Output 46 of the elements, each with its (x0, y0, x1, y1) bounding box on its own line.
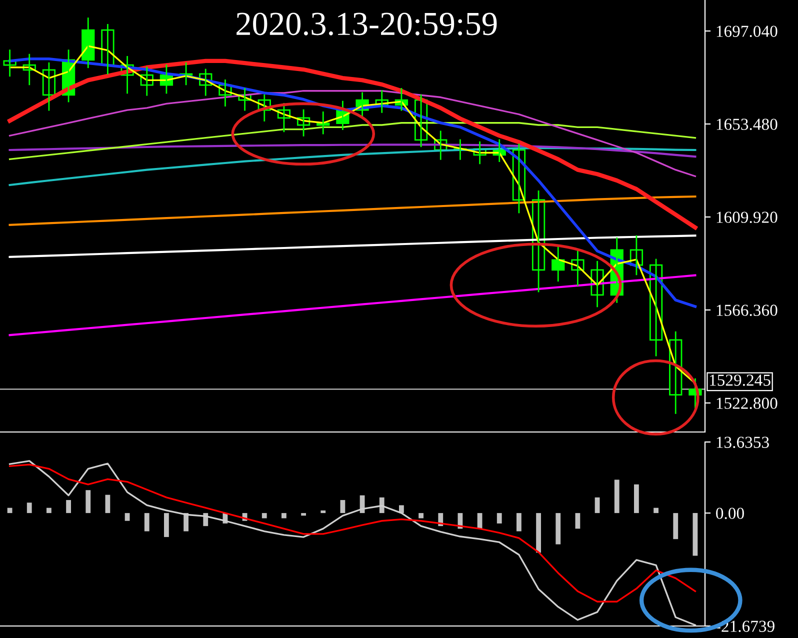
y-tick-label: 13.6353 (716, 436, 769, 448)
chart-title: 2020.3.13-20:59:59 (236, 12, 497, 36)
bar (301, 513, 306, 516)
bar (124, 513, 130, 521)
line-series (8, 195, 696, 226)
bar (262, 513, 267, 518)
line-series (8, 45, 696, 384)
bar (164, 513, 169, 538)
line-series (8, 58, 698, 230)
bar (399, 505, 404, 514)
y-tick-label: 1522.800 (716, 398, 778, 409)
bar (282, 513, 286, 518)
bar (614, 480, 620, 514)
ref-line-label: 1529.245 (710, 374, 770, 386)
y-tick-label: 1697.040 (716, 26, 778, 38)
bar (66, 500, 71, 514)
bar (46, 508, 52, 514)
bar (575, 513, 580, 529)
bar (144, 513, 150, 532)
line-series (8, 460, 696, 626)
line-series (8, 122, 696, 160)
bar (320, 510, 326, 514)
bar (654, 508, 658, 514)
y-tick-label: 0.00 (716, 508, 744, 520)
bar (26, 502, 32, 514)
line-series (8, 90, 696, 178)
y-tick-label: 1609.920 (716, 212, 778, 223)
bar (673, 513, 678, 540)
line-series (8, 274, 696, 336)
bar (496, 513, 502, 524)
bar (692, 513, 698, 556)
bar (536, 513, 541, 553)
bar (86, 490, 91, 514)
bar (634, 484, 639, 514)
y-tick-label: 1566.360 (716, 304, 778, 316)
y-tick-label: 1653.480 (716, 118, 778, 130)
bar (340, 500, 346, 514)
bar (556, 513, 561, 544)
bar (105, 494, 110, 514)
bar (516, 513, 522, 532)
line-series (8, 464, 696, 602)
bar (594, 497, 600, 514)
bar (418, 513, 424, 518)
y-tick-label: -21.6739 (716, 620, 774, 632)
bar (184, 513, 188, 532)
line-series (8, 234, 696, 258)
